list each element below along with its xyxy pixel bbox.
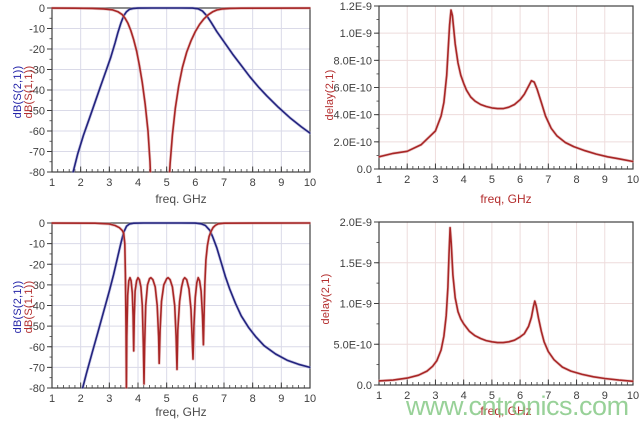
svg-text:-10: -10: [29, 239, 45, 251]
svg-text:10: 10: [627, 390, 639, 402]
svg-text:10: 10: [304, 177, 316, 189]
svg-text:8: 8: [573, 390, 579, 402]
svg-text:10: 10: [304, 393, 316, 405]
svg-text:5: 5: [489, 174, 495, 186]
svg-text:7: 7: [221, 177, 227, 189]
svg-text:2: 2: [404, 390, 410, 402]
x-axis-label-top-right: freq, GHz: [480, 192, 532, 206]
svg-text:-60: -60: [29, 126, 45, 138]
svg-text:3: 3: [106, 177, 112, 189]
svg-text:1: 1: [49, 393, 55, 405]
svg-text:4: 4: [135, 177, 141, 189]
svg-text:7: 7: [545, 390, 551, 402]
y-axis-label-delay-bottom: delay(2,1): [320, 273, 332, 325]
svg-text:9: 9: [278, 393, 284, 405]
svg-text:-40: -40: [29, 85, 45, 97]
svg-text:5: 5: [164, 177, 170, 189]
chart-bandpass-sparams-1: 1 2 3 4 5 6 7 8 9 10 0 -10 -20 -30 -40 -50 -60 -70 -80: [29, 3, 316, 189]
svg-text:1.5E-9: 1.5E-9: [340, 258, 372, 270]
svg-text:-20: -20: [29, 44, 45, 56]
y-axis-label-delay-top: delay(2,1): [324, 69, 336, 121]
svg-text:8: 8: [250, 393, 256, 405]
svg-text:-50: -50: [29, 321, 45, 333]
svg-text:5.0E-10: 5.0E-10: [333, 339, 372, 351]
svg-text:0.0: 0.0: [357, 380, 372, 392]
svg-text:2.0E-9: 2.0E-9: [340, 217, 372, 229]
svg-text:-80: -80: [29, 167, 45, 179]
svg-text:7: 7: [221, 393, 227, 405]
svg-text:8: 8: [573, 174, 579, 186]
svg-text:1: 1: [376, 390, 382, 402]
svg-text:10: 10: [627, 174, 639, 186]
svg-text:1.2E-9: 1.2E-9: [340, 1, 372, 13]
svg-text:5: 5: [489, 390, 495, 402]
svg-text:1.0E-9: 1.0E-9: [340, 299, 372, 311]
svg-text:6: 6: [517, 174, 523, 186]
y-axis-label-s11-bottom: dB(S(1,1)): [23, 280, 35, 334]
svg-text:0.0: 0.0: [357, 164, 372, 176]
svg-text:5: 5: [164, 393, 170, 405]
svg-text:8.0E-10: 8.0E-10: [333, 55, 372, 67]
svg-text:-50: -50: [29, 106, 45, 118]
svg-text:7: 7: [545, 174, 551, 186]
chart-bandpass-sparams-2: 1 2 3 4 5 6 7 8 9 10 0 -10 -20 -30 -40 -50 -60 -70 -80: [29, 218, 316, 405]
svg-text:9: 9: [602, 390, 608, 402]
svg-text:-30: -30: [29, 65, 45, 77]
svg-text:-20: -20: [29, 259, 45, 271]
svg-text:-30: -30: [29, 280, 45, 292]
svg-text:0: 0: [39, 3, 45, 15]
svg-text:2: 2: [404, 174, 410, 186]
svg-text:2: 2: [78, 393, 84, 405]
chart-group-delay-2: 1 2 3 4 5 6 7 8 9 10 2.0E-9 1.5E-9 1.0E-9 5.0E-10 0.0: [333, 217, 639, 402]
svg-text:-80: -80: [29, 383, 45, 395]
x-axis-label-top-left: freq. GHz: [155, 192, 207, 206]
svg-text:4: 4: [461, 390, 467, 402]
watermark: www.cntronics.com: [406, 391, 629, 421]
svg-text:0: 0: [39, 218, 45, 230]
svg-text:1: 1: [49, 177, 55, 189]
svg-text:2.0E-10: 2.0E-10: [333, 137, 372, 149]
svg-text:4: 4: [461, 174, 467, 186]
svg-text:6.0E-10: 6.0E-10: [333, 83, 372, 95]
svg-text:1: 1: [376, 174, 382, 186]
svg-text:3: 3: [106, 393, 112, 405]
svg-text:3: 3: [432, 390, 438, 402]
svg-text:9: 9: [602, 174, 608, 186]
y-axis-label-s11-top: dB(S(1,1)): [23, 65, 35, 119]
svg-text:-70: -70: [29, 147, 45, 159]
svg-text:1.0E-9: 1.0E-9: [340, 28, 372, 40]
svg-text:6: 6: [192, 393, 198, 405]
svg-text:4.0E-10: 4.0E-10: [333, 110, 372, 122]
svg-text:3: 3: [432, 174, 438, 186]
x-axis-label-bottom-left: freq, GHz: [155, 405, 207, 419]
svg-text:4: 4: [135, 393, 141, 405]
svg-text:-40: -40: [29, 301, 45, 313]
svg-text:2: 2: [78, 177, 84, 189]
svg-text:-60: -60: [29, 342, 45, 354]
svg-text:6: 6: [517, 390, 523, 402]
svg-text:-70: -70: [29, 362, 45, 374]
x-axis-label-bottom-right: freq, GHz: [480, 404, 532, 418]
svg-text:6: 6: [192, 177, 198, 189]
chart-group-delay-1: 1 2 3 4 5 6 7 8 9 10 1.2E-9 1.0E-9 8.0E-10 6.0E-10 4.0…: [333, 1, 639, 186]
svg-text:8: 8: [250, 177, 256, 189]
svg-text:9: 9: [278, 177, 284, 189]
svg-text:-10: -10: [29, 24, 45, 36]
